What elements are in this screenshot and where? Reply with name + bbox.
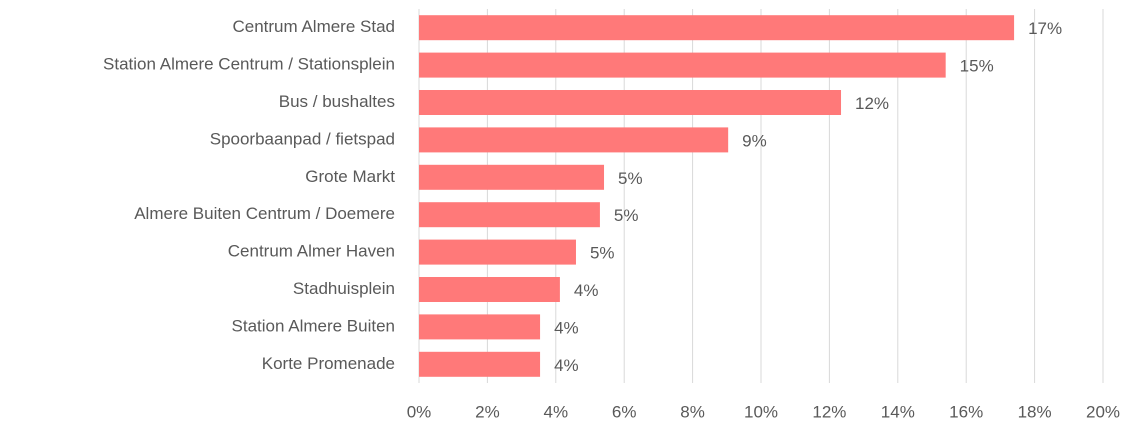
data-label: 12% xyxy=(855,94,889,113)
y-tick-label: Stadhuisplein xyxy=(293,279,395,298)
bar xyxy=(419,164,605,190)
x-tick-label: 18% xyxy=(1018,402,1052,421)
x-tick-label: 14% xyxy=(881,402,915,421)
data-label: 17% xyxy=(1028,19,1062,38)
data-label: 4% xyxy=(554,318,579,337)
y-tick-label: Bus / bushaltes xyxy=(279,92,395,111)
y-tick-label: Grote Markt xyxy=(305,167,395,186)
data-label: 5% xyxy=(614,206,639,225)
bar xyxy=(419,277,560,302)
x-tick-label: 6% xyxy=(612,402,637,421)
x-tick-label: 2% xyxy=(475,402,500,421)
data-label: 5% xyxy=(618,169,643,188)
x-tick-label: 12% xyxy=(812,402,846,421)
data-label: 4% xyxy=(554,356,579,375)
bar xyxy=(419,52,946,78)
x-tick-label: 0% xyxy=(407,402,432,421)
data-label: 4% xyxy=(574,281,599,300)
data-label: 9% xyxy=(742,131,767,150)
bar xyxy=(419,239,576,265)
x-tick-label: 10% xyxy=(744,402,778,421)
x-tick-label: 8% xyxy=(680,402,705,421)
data-label: 5% xyxy=(590,244,615,263)
y-tick-label: Spoorbaanpad / fietspad xyxy=(210,129,395,148)
y-tick-label: Centrum Almere Stad xyxy=(232,17,395,36)
y-tick-label: Korte Promenade xyxy=(262,354,395,373)
bar xyxy=(419,90,842,115)
bar xyxy=(419,351,541,377)
y-tick-label: Station Almere Buiten xyxy=(232,316,395,335)
bar xyxy=(419,202,600,228)
x-tick-label: 16% xyxy=(949,402,983,421)
bar xyxy=(419,15,1015,41)
y-tick-label: Almere Buiten Centrum / Doemere xyxy=(134,204,395,223)
y-tick-label: Centrum Almer Haven xyxy=(228,242,395,261)
data-label: 15% xyxy=(960,57,994,76)
bar xyxy=(419,127,729,153)
y-tick-label: Station Almere Centrum / Stationsplein xyxy=(103,55,395,74)
x-tick-label: 4% xyxy=(544,402,569,421)
x-tick-label: 20% xyxy=(1086,402,1120,421)
bar xyxy=(419,314,541,340)
